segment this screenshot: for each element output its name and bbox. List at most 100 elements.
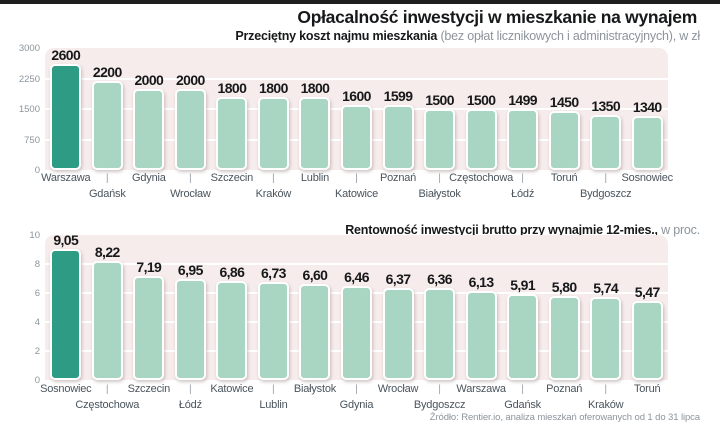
- source-note: Źródło: Rentier.io, analiza mieszkań ofe…: [429, 412, 700, 423]
- bar: [216, 280, 248, 380]
- highlight-bar: [50, 64, 82, 170]
- category-label: Poznań: [379, 172, 417, 184]
- bar: [548, 111, 580, 170]
- category-label: Szczecin: [210, 172, 254, 184]
- bar-value-label: 6,95: [177, 262, 203, 279]
- top-border-bar: [0, 0, 720, 4]
- category-label: Warszawa: [456, 383, 506, 395]
- bar: [133, 275, 165, 380]
- category-label: Lublin: [259, 399, 288, 411]
- bar-value-label: 2000: [175, 71, 205, 88]
- y-axis-tick-label: 2: [34, 346, 40, 357]
- bar-value-label: 8,22: [94, 243, 120, 260]
- category-separator: |: [355, 172, 358, 184]
- bar: [631, 115, 663, 170]
- category-label: Katowice: [210, 383, 254, 395]
- bar: [590, 115, 622, 170]
- bar: [424, 109, 456, 170]
- category-separator: |: [188, 172, 192, 184]
- gridline: [45, 263, 668, 265]
- category-separator: |: [521, 172, 524, 184]
- category-separator: |: [438, 383, 441, 395]
- category-label: Katowice: [334, 188, 379, 200]
- bar: [507, 294, 539, 380]
- bar: [257, 282, 289, 380]
- y-axis-tick-label: 6: [34, 288, 40, 299]
- bar: [91, 80, 123, 170]
- bar-value-label: 7,19: [136, 258, 162, 275]
- category-label: Kraków: [255, 188, 292, 200]
- bar-value-label: 2600: [51, 47, 81, 64]
- bar: [590, 296, 622, 380]
- category-separator: |: [188, 383, 192, 395]
- bar: [548, 295, 580, 380]
- bar: [299, 96, 331, 170]
- bar: [424, 287, 456, 380]
- category-label: Bydgoszcz: [413, 399, 466, 411]
- bar: [341, 286, 372, 380]
- category-label: Sosnowiec: [621, 172, 674, 184]
- bar-value-label: 1800: [217, 79, 247, 96]
- bar: [465, 109, 497, 170]
- y-axis-tick-label: 0: [34, 375, 40, 386]
- category-separator: |: [105, 172, 109, 184]
- bar: [133, 88, 165, 170]
- category-separator: |: [272, 172, 275, 184]
- category-label: Toruń: [550, 172, 578, 184]
- y-axis-tick-label: 2250: [18, 73, 40, 85]
- category-label: Sosnowiec: [40, 383, 92, 395]
- category-separator: |: [355, 383, 358, 395]
- bar-value-label: 1800: [300, 79, 330, 96]
- page-title: Opłacalność inwestycji w mieszkanie na w…: [297, 7, 697, 27]
- bar-value-label: 6,73: [260, 265, 286, 282]
- bar: [631, 300, 663, 380]
- category-label: Warszawa: [41, 172, 91, 184]
- bar-value-label: 5,80: [551, 278, 577, 295]
- y-axis-tick-label: 0: [34, 165, 40, 176]
- category-separator: |: [438, 172, 441, 184]
- bar-value-label: 1500: [425, 92, 454, 108]
- bar-value-label: 1450: [549, 94, 579, 111]
- bar-value-label: 6,36: [427, 270, 452, 287]
- category-label: Lublin: [300, 172, 330, 184]
- category-separator: |: [105, 383, 109, 395]
- bar: [174, 279, 206, 380]
- y-axis-tick-label: 1500: [18, 104, 40, 115]
- category-separator: |: [604, 383, 608, 395]
- bar-value-label: 2200: [92, 63, 122, 80]
- category-label: Wrocław: [170, 188, 211, 200]
- bar: [174, 88, 206, 170]
- y-axis-tick-label: 10: [29, 230, 40, 241]
- category-label: Bydgoszcz: [579, 188, 632, 200]
- y-axis-tick-label: 8: [34, 259, 40, 270]
- bar: [382, 287, 414, 380]
- bar-value-label: 6,60: [302, 267, 328, 284]
- category-label: Toruń: [633, 383, 661, 395]
- chart2-subtitle-bold: Rentowność inwestycji brutto przy wynajm…: [345, 223, 658, 237]
- bar: [341, 104, 372, 170]
- bar-value-label: 5,74: [593, 279, 619, 296]
- category-separator: |: [604, 172, 608, 184]
- y-axis-tick-label: 750: [24, 134, 40, 146]
- category-label: Częstochowa: [449, 172, 514, 184]
- category-label: Białystok: [418, 188, 461, 200]
- category-separator: |: [521, 383, 524, 395]
- gridline: [45, 77, 668, 80]
- category-label: Gdynia: [132, 172, 166, 184]
- category-label: Kraków: [587, 399, 624, 411]
- bar-value-label: 6,13: [468, 274, 494, 291]
- bar-value-label: 1499: [508, 92, 537, 109]
- chart1-subtitle-rest: (bez opłat licznikowych i administracyjn…: [437, 29, 700, 43]
- category-label: Szczecin: [127, 383, 171, 395]
- bar: [257, 96, 289, 170]
- bar: [91, 260, 123, 380]
- category-label: Wrocław: [377, 383, 419, 395]
- chart2-subtitle-rest: w proc.: [657, 223, 700, 237]
- category-label: Gdańsk: [88, 188, 126, 200]
- bar-value-label: 1340: [632, 98, 662, 115]
- category-label: Łódź: [178, 399, 202, 411]
- bar-value-label: 2000: [134, 71, 164, 88]
- category-label: Częstochowa: [75, 399, 140, 411]
